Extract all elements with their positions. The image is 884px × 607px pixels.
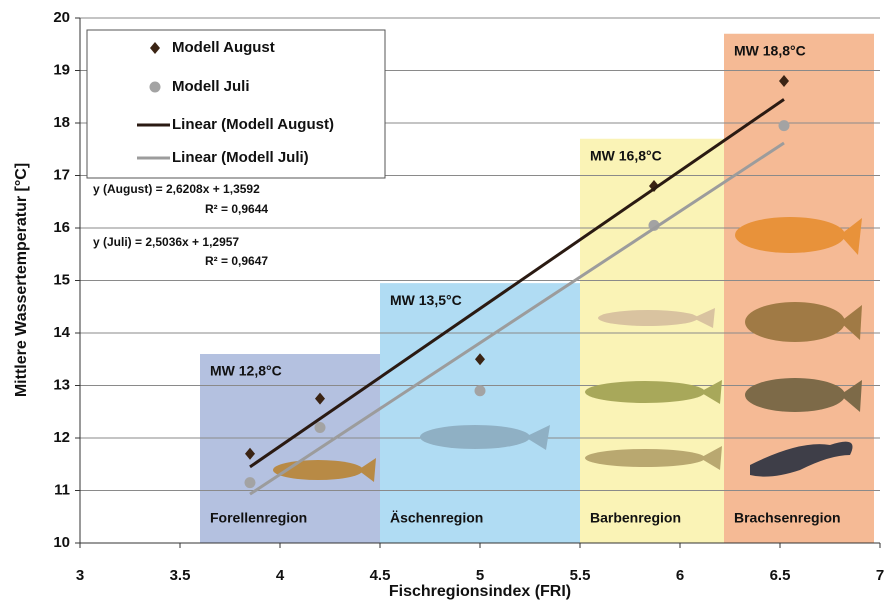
x-tick-label: 4.5 [370, 567, 391, 584]
region-mean-label: MW 16,8°C [590, 147, 662, 163]
annotation: y (August) = 2,6208x + 1,3592 [93, 182, 260, 196]
fish-icon [420, 425, 550, 450]
legend-box [86, 29, 386, 179]
y-axis-label: Mittlere Wassertemperatur [°C] [13, 163, 30, 397]
y-tick-label: 14 [53, 324, 70, 341]
x-tick-label: 4 [276, 567, 285, 584]
plot: MW 12,8°C Forellenregion MW 13,5°C Äschenre… [210, 42, 841, 525]
region-mean-label: MW 18,8°C [734, 42, 806, 58]
annotation: R² = 0,9644 [205, 202, 268, 216]
fish-icon [750, 441, 853, 477]
region-label: Äschenregion [390, 510, 483, 526]
y-tick-label: 18 [53, 114, 70, 131]
trend-line [249, 98, 785, 469]
y-tick-label: 19 [53, 61, 70, 78]
y-tick-label: 20 [53, 9, 70, 26]
region-mean-label: MW 12,8°C [210, 363, 282, 379]
data-point [244, 477, 256, 489]
region-label: Forellenregion [210, 510, 307, 526]
legend-swatch [149, 81, 161, 93]
region [580, 138, 724, 543]
y-tick-label: 10 [53, 534, 70, 551]
region-label: Barbenregion [590, 510, 681, 526]
legend-swatch [150, 42, 160, 54]
annotation: R² = 0,9647 [205, 254, 268, 268]
legend-label: Modell August [172, 39, 275, 56]
data-point [314, 422, 326, 433]
y-tick-label: 12 [53, 429, 70, 446]
fish-icon [745, 378, 862, 412]
x-tick-label: 3.5 [170, 567, 191, 584]
fish-icon [735, 217, 862, 255]
data-point [779, 75, 789, 87]
y-tick-label: 11 [54, 481, 70, 498]
data-point [474, 385, 486, 397]
fish-icon [585, 446, 722, 470]
data-point [475, 353, 485, 366]
legend: Modell August Modell Juli Linear (Modell A… [137, 39, 334, 166]
legend-label: Linear (Modell Juli) [172, 149, 309, 166]
data-point [245, 447, 255, 460]
y-tick-label: 15 [53, 271, 70, 288]
legend-label: Linear (Modell August) [172, 116, 334, 133]
legend-label: Modell Juli [172, 78, 250, 95]
x-tick-label: 6.5 [770, 567, 791, 584]
y-tick-label: 13 [53, 376, 70, 393]
data-point [315, 392, 325, 405]
annotation: y (Juli) = 2,5036x + 1,2957 [93, 235, 239, 249]
fish-icon [745, 302, 862, 342]
fish-icon [598, 308, 715, 328]
data-point [778, 120, 790, 132]
x-tick-label: 5 [476, 567, 484, 584]
region-label: Brachsenregion [734, 510, 841, 526]
x-tick-label: 7 [876, 567, 884, 584]
y-tick-label: 17 [53, 166, 70, 183]
x-axis-label: Fischregionsindex (FRI) [389, 583, 571, 600]
trend-line [249, 141, 785, 496]
x-tick-label: 3 [76, 567, 84, 584]
x-tick-label: 5.5 [570, 567, 591, 584]
fish-icon [585, 380, 722, 404]
region-mean-label: MW 13,5°C [390, 292, 462, 308]
y-tick-label: 16 [53, 219, 70, 236]
region [380, 283, 580, 543]
x-tick-label: 6 [676, 567, 684, 584]
fish-icons [273, 217, 862, 482]
